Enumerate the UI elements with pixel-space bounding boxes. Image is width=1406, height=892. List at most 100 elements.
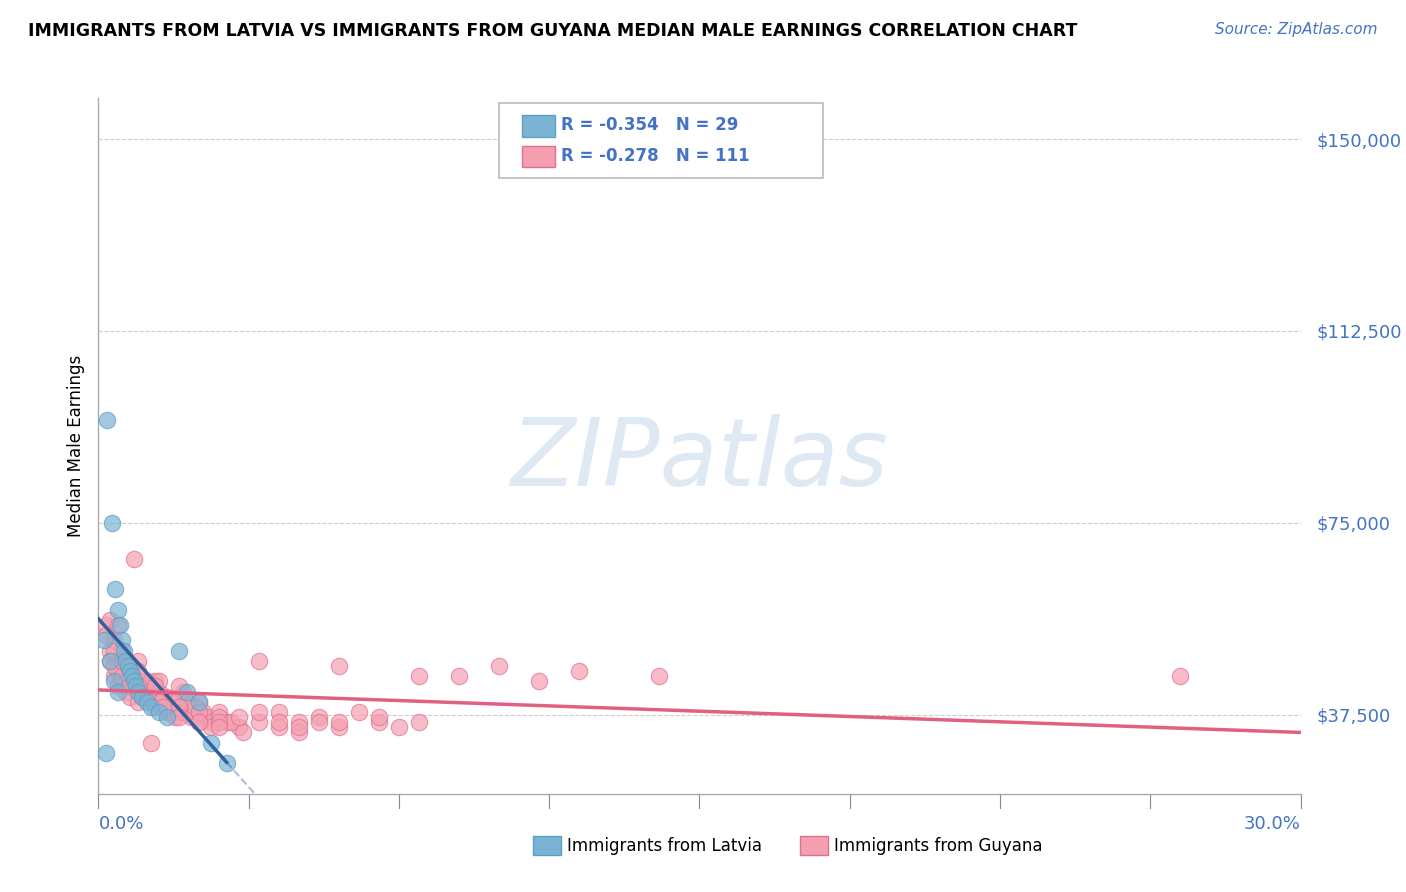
- Point: [368, 715, 391, 730]
- Point: [115, 674, 138, 689]
- Point: [163, 710, 186, 724]
- Point: [148, 684, 170, 698]
- Point: [107, 603, 129, 617]
- Point: [176, 699, 198, 714]
- Point: [328, 715, 350, 730]
- Point: [568, 664, 591, 678]
- Point: [529, 674, 551, 689]
- Point: [103, 674, 125, 689]
- Point: [155, 690, 177, 704]
- Point: [131, 674, 153, 689]
- Y-axis label: Median Male Earnings: Median Male Earnings: [66, 355, 84, 537]
- Point: [120, 690, 142, 704]
- Text: IMMIGRANTS FROM LATVIA VS IMMIGRANTS FROM GUYANA MEDIAN MALE EARNINGS CORRELATIO: IMMIGRANTS FROM LATVIA VS IMMIGRANTS FRO…: [28, 22, 1077, 40]
- Point: [103, 669, 125, 683]
- Point: [219, 715, 242, 730]
- Point: [247, 654, 270, 668]
- Point: [135, 690, 157, 704]
- Point: [124, 551, 146, 566]
- Point: [183, 699, 205, 714]
- Point: [447, 669, 470, 683]
- Point: [287, 715, 309, 730]
- Text: R = -0.354   N = 29: R = -0.354 N = 29: [561, 116, 738, 134]
- Point: [176, 684, 198, 698]
- Point: [328, 659, 350, 673]
- Point: [267, 720, 290, 734]
- Point: [155, 710, 177, 724]
- Point: [128, 684, 150, 698]
- Point: [648, 669, 671, 683]
- Point: [191, 705, 214, 719]
- Point: [110, 618, 132, 632]
- Point: [152, 699, 174, 714]
- Point: [128, 695, 150, 709]
- Point: [368, 710, 391, 724]
- Point: [135, 674, 157, 689]
- Point: [228, 710, 250, 724]
- Point: [1170, 669, 1192, 683]
- Point: [148, 690, 170, 704]
- Point: [120, 664, 142, 678]
- Point: [167, 710, 190, 724]
- Point: [114, 643, 136, 657]
- Point: [208, 720, 231, 734]
- Point: [128, 664, 150, 678]
- Point: [167, 705, 190, 719]
- Point: [152, 695, 174, 709]
- Point: [115, 684, 138, 698]
- Text: Source: ZipAtlas.com: Source: ZipAtlas.com: [1215, 22, 1378, 37]
- Point: [200, 720, 222, 734]
- Point: [167, 680, 190, 694]
- Point: [115, 659, 138, 673]
- Point: [148, 705, 170, 719]
- Point: [347, 705, 370, 719]
- Point: [148, 695, 170, 709]
- Point: [200, 736, 222, 750]
- Point: [111, 654, 134, 668]
- Point: [155, 705, 177, 719]
- Point: [172, 705, 194, 719]
- Point: [111, 669, 134, 683]
- Point: [287, 720, 309, 734]
- Point: [159, 699, 181, 714]
- Text: Immigrants from Guyana: Immigrants from Guyana: [834, 837, 1042, 855]
- Point: [100, 654, 122, 668]
- Point: [93, 633, 115, 648]
- Point: [167, 699, 190, 714]
- Point: [200, 715, 222, 730]
- Point: [100, 654, 122, 668]
- Point: [388, 720, 411, 734]
- Text: R = -0.278   N = 111: R = -0.278 N = 111: [561, 147, 749, 165]
- Point: [215, 715, 238, 730]
- Point: [163, 695, 186, 709]
- Point: [152, 690, 174, 704]
- Point: [124, 669, 146, 683]
- Point: [128, 654, 150, 668]
- Point: [267, 705, 290, 719]
- Point: [139, 684, 162, 698]
- Point: [107, 684, 129, 698]
- Point: [328, 720, 350, 734]
- Point: [135, 680, 157, 694]
- Point: [176, 695, 198, 709]
- Point: [228, 720, 250, 734]
- Point: [187, 705, 209, 719]
- Point: [96, 618, 118, 632]
- Point: [247, 705, 270, 719]
- Point: [143, 699, 166, 714]
- Point: [111, 674, 134, 689]
- Point: [408, 669, 430, 683]
- Point: [104, 582, 127, 597]
- Point: [187, 715, 209, 730]
- Point: [215, 756, 238, 771]
- Point: [121, 669, 143, 683]
- Point: [187, 695, 209, 709]
- Text: 0.0%: 0.0%: [98, 815, 143, 833]
- Text: Immigrants from Latvia: Immigrants from Latvia: [567, 837, 762, 855]
- Point: [117, 659, 139, 673]
- Point: [125, 680, 148, 694]
- Point: [308, 715, 330, 730]
- Point: [208, 705, 231, 719]
- Point: [187, 695, 209, 709]
- Point: [208, 710, 231, 724]
